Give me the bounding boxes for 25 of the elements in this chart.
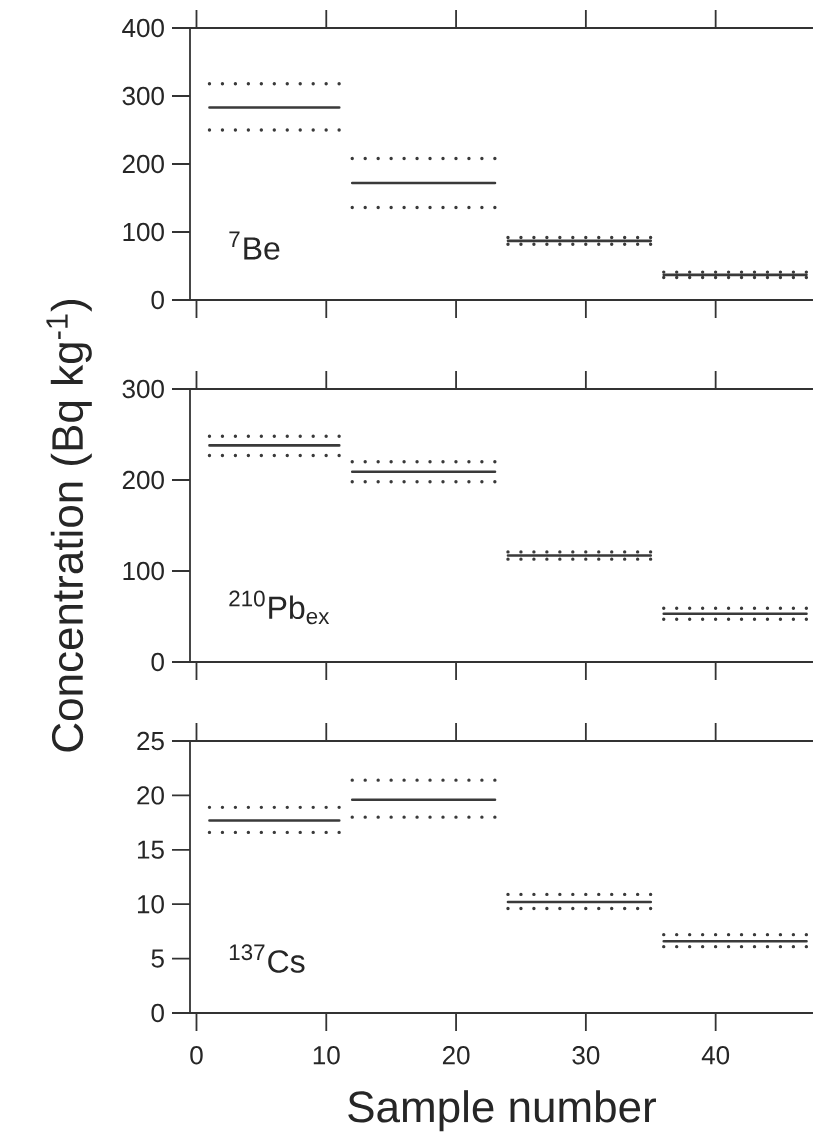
y-tick-label: 300 [122, 86, 164, 106]
y-tick-label: 0 [151, 290, 164, 310]
x-axis-title: Sample number [348, 1090, 656, 1132]
y-tick-label: 20 [137, 786, 164, 805]
y-tick-label: 100 [123, 561, 164, 581]
y-axis-title: Concentration (Bq kg$^{-1}$) [46, 300, 92, 752]
y-tick-label: 25 [137, 731, 164, 751]
y-tick-label: 300 [122, 379, 164, 399]
annotation: $^{7}$Be [229, 231, 280, 260]
y-tick-label: 10 [137, 894, 164, 914]
y-tick-label: 200 [122, 470, 164, 490]
x-tick-label: 40 [701, 1046, 730, 1065]
annotation: $^{137}$Cs [229, 944, 305, 973]
x-tick-label: 30 [572, 1046, 600, 1065]
y-tick-label: 0 [151, 652, 164, 672]
y-tick-label: 5 [151, 949, 164, 968]
y-tick-label: 100 [123, 222, 164, 242]
x-tick-label: 20 [442, 1046, 470, 1065]
y-tick-label: 200 [122, 154, 164, 174]
y-tick-label: 400 [122, 18, 164, 38]
x-tick-label: 0 [190, 1046, 203, 1065]
y-tick-label: 15 [137, 840, 164, 859]
y-tick-label: 0 [151, 1003, 164, 1023]
annotation: $^{210}$Pb$_{ex}$ [229, 590, 330, 625]
x-tick-label: 10 [313, 1046, 340, 1065]
